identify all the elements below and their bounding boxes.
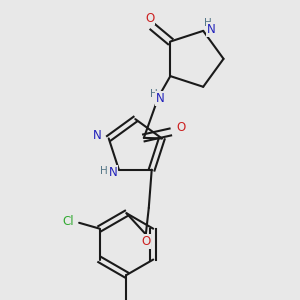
Text: O: O — [176, 121, 185, 134]
Text: N: N — [207, 23, 216, 36]
Text: N: N — [93, 129, 102, 142]
Text: H: H — [100, 166, 108, 176]
Text: N: N — [156, 92, 164, 105]
Text: O: O — [141, 235, 151, 248]
Text: H: H — [150, 89, 158, 99]
Text: N: N — [109, 166, 117, 179]
Text: O: O — [145, 11, 154, 25]
Text: H: H — [204, 19, 212, 28]
Text: Cl: Cl — [62, 215, 74, 228]
